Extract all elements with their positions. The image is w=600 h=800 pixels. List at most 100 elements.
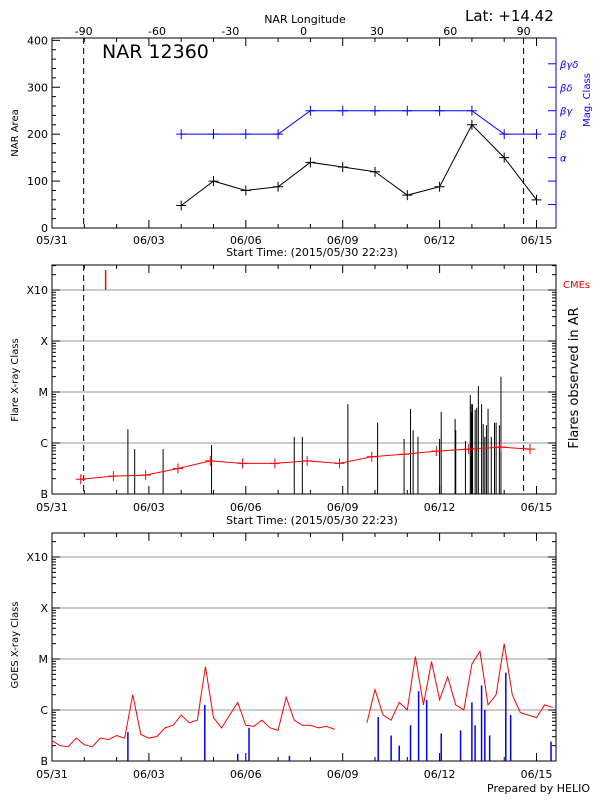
area-point bbox=[305, 157, 316, 168]
background-flux-point bbox=[75, 474, 86, 485]
background-flux-point bbox=[431, 446, 442, 457]
panel2-y-tick-label: B bbox=[40, 488, 48, 501]
panel2-xlabel: Start Time: (2015/05/30 22:23) bbox=[226, 514, 398, 527]
panel1-xlabel: Start Time: (2015/05/30 22:23) bbox=[226, 246, 398, 259]
panel2-ylabel: Flare X-ray Class bbox=[10, 338, 21, 422]
background-flux-point bbox=[495, 442, 506, 453]
background-flux-point bbox=[269, 458, 280, 469]
area-point bbox=[176, 200, 187, 211]
mag-class-point bbox=[466, 105, 477, 116]
longitude-tick-label: 60 bbox=[443, 25, 457, 38]
mag-class-point bbox=[402, 105, 413, 116]
panel2-x-tick-label: 06/03 bbox=[133, 501, 165, 514]
panel2-y-tick-label: X10 bbox=[26, 284, 48, 297]
panel1-title: NAR 12360 bbox=[102, 41, 209, 63]
area-point bbox=[531, 194, 542, 205]
panel1-y-tick-label: 400 bbox=[27, 34, 48, 47]
background-flux-point bbox=[399, 449, 410, 460]
area-point bbox=[370, 166, 380, 177]
mag-class-point bbox=[240, 129, 251, 140]
background-flux-line bbox=[80, 446, 531, 480]
longitude-tick-label: 90 bbox=[517, 25, 531, 38]
panel3-y-tick-label: C bbox=[40, 704, 48, 717]
panel1-ylabel: NAR Area bbox=[10, 109, 21, 156]
top-axis-label: NAR Longitude bbox=[264, 13, 346, 26]
area-point bbox=[434, 181, 445, 192]
panel1-x-tick-label: 05/31 bbox=[36, 234, 68, 247]
area-point bbox=[466, 119, 477, 130]
panel3-x-tick-label: 06/06 bbox=[230, 768, 262, 781]
panel3-y-tick-label: M bbox=[39, 653, 49, 666]
mag-class-line bbox=[181, 110, 537, 135]
cme-label: CMEs bbox=[563, 280, 590, 291]
area-point bbox=[499, 152, 510, 163]
panel3-y-tick-label: B bbox=[40, 755, 48, 768]
panel3-ylabel: GOES X-ray Class bbox=[10, 601, 21, 688]
background-flux-point bbox=[205, 455, 216, 466]
background-flux-point bbox=[525, 444, 536, 455]
panel2-plot-frame bbox=[51, 264, 557, 495]
panel2-x-tick-label: 06/15 bbox=[521, 501, 553, 514]
panel2-y-tick-label: C bbox=[40, 437, 48, 450]
panel3-y-tick-label: X bbox=[40, 602, 48, 615]
panel1-y-tick-label: 100 bbox=[27, 175, 48, 188]
mag-class-tick-label: α bbox=[560, 154, 567, 165]
background-flux-point bbox=[463, 444, 474, 455]
panel1-y-tick-label: 0 bbox=[41, 222, 48, 235]
longitude-tick-label: 0 bbox=[300, 25, 307, 38]
panel2-x-tick-label: 05/31 bbox=[36, 501, 68, 514]
panel3-x-tick-label: 06/03 bbox=[133, 768, 165, 781]
mag-class-point bbox=[434, 105, 445, 116]
area-point bbox=[208, 176, 219, 187]
panel1-y2label: Mag. Class bbox=[582, 73, 593, 127]
mag-class-point bbox=[273, 129, 284, 140]
panel1-x-tick-label: 06/09 bbox=[327, 234, 359, 247]
mag-class-tick-label: β bbox=[559, 130, 567, 141]
panel3-plot-frame bbox=[51, 532, 557, 762]
panel2-y-tick-label: M bbox=[39, 386, 49, 399]
panel1-x-tick-label: 06/06 bbox=[230, 234, 262, 247]
panel1-x-tick-label: 06/03 bbox=[133, 234, 165, 247]
panel2-x-tick-label: 06/09 bbox=[327, 501, 359, 514]
panel1-x-tick-label: 06/15 bbox=[521, 234, 553, 247]
background-flux-point bbox=[172, 463, 183, 474]
panel2-x-tick-label: 06/12 bbox=[424, 501, 456, 514]
area-point bbox=[337, 162, 348, 173]
latitude-label: Lat: +14.42 bbox=[465, 7, 554, 25]
goes-flux-line bbox=[51, 666, 335, 748]
longitude-tick-label: 30 bbox=[370, 25, 384, 38]
panel3-y-tick-label: X10 bbox=[26, 551, 48, 564]
area-point bbox=[240, 185, 251, 196]
mag-class-point bbox=[337, 105, 348, 116]
panel1-x-tick-label: 06/12 bbox=[424, 234, 456, 247]
mag-class-point bbox=[208, 129, 219, 140]
panel3-x-tick-label: 06/12 bbox=[424, 768, 456, 781]
goes-flux-line bbox=[366, 643, 553, 723]
panel2-y-tick-label: X bbox=[40, 335, 48, 348]
panel2-y2label: Flares observed in AR bbox=[567, 307, 582, 448]
longitude-tick-label: -60 bbox=[148, 25, 166, 38]
area-line bbox=[180, 123, 537, 206]
panel3-x-tick-label: 06/15 bbox=[521, 768, 553, 781]
background-flux-point bbox=[140, 470, 151, 481]
longitude-tick-label: -30 bbox=[221, 25, 239, 38]
mag-class-point bbox=[176, 129, 187, 140]
mag-class-point bbox=[531, 129, 542, 140]
area-point bbox=[402, 190, 413, 201]
mag-class-tick-label: βγ bbox=[559, 107, 573, 118]
footer-credit: Prepared by HELIO bbox=[487, 782, 590, 795]
background-flux-point bbox=[334, 458, 345, 469]
background-flux-point bbox=[302, 455, 313, 466]
mag-class-point bbox=[499, 129, 510, 140]
mag-class-point bbox=[305, 105, 316, 116]
panel2-x-tick-label: 06/06 bbox=[230, 501, 262, 514]
panel1-y-tick-label: 200 bbox=[27, 128, 48, 141]
mag-class-tick-label: βδ bbox=[559, 83, 573, 94]
background-flux-point bbox=[237, 458, 248, 469]
panel3-x-tick-label: 05/31 bbox=[36, 768, 68, 781]
panel1-y-tick-label: 300 bbox=[27, 81, 48, 94]
area-point bbox=[273, 181, 284, 192]
background-flux-point bbox=[108, 471, 119, 482]
mag-class-point bbox=[370, 105, 380, 116]
